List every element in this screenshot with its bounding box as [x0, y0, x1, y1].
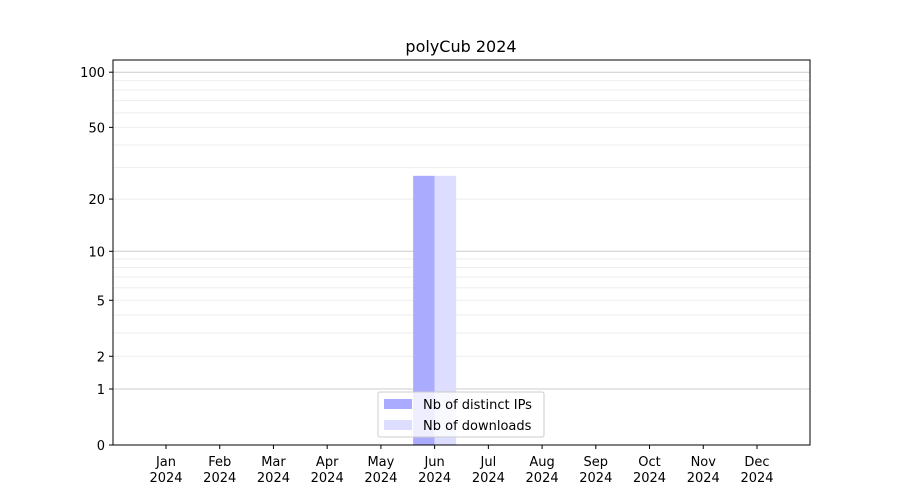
legend-swatch: [384, 420, 412, 430]
bar-downloads: [434, 175, 457, 445]
chart-title: polyCub 2024: [405, 37, 516, 56]
x-tick-label: Apr 2024: [311, 455, 344, 486]
y-tick-label: 10: [88, 245, 105, 260]
y-tick-label: 100: [80, 66, 105, 81]
x-tick-label: Feb 2024: [203, 455, 236, 486]
y-tick-label: 0: [97, 439, 105, 454]
x-tick-label: Mar 2024: [257, 455, 290, 486]
x-tick-label: Aug 2024: [526, 455, 559, 486]
y-tick-label: 50: [88, 121, 105, 136]
x-tick-label: Jan 2024: [149, 455, 182, 486]
x-tick-label: Jul 2024: [472, 455, 505, 486]
x-tick-label: Jun 2024: [418, 455, 451, 486]
y-tick-label: 1: [97, 383, 105, 398]
y-tick-label: 20: [88, 193, 105, 208]
legend-label: Nb of downloads: [423, 419, 532, 434]
legend-swatch: [384, 399, 412, 409]
legend-label: Nb of distinct IPs: [423, 398, 532, 413]
legend: Nb of distinct IPs Nb of downloads: [377, 391, 545, 438]
legend-box: [377, 391, 545, 438]
x-tick-label: Nov 2024: [687, 455, 720, 486]
x-tick-label: May 2024: [364, 455, 397, 486]
x-tick-label: Dec 2024: [740, 455, 773, 486]
x-tick-label: Sep 2024: [579, 455, 612, 486]
y-tick-label: 5: [97, 294, 105, 309]
bar-ips: [413, 175, 435, 445]
plot-frame: [112, 59, 811, 446]
x-tick-label: Oct 2024: [633, 455, 666, 486]
y-tick-label: 2: [97, 350, 105, 365]
